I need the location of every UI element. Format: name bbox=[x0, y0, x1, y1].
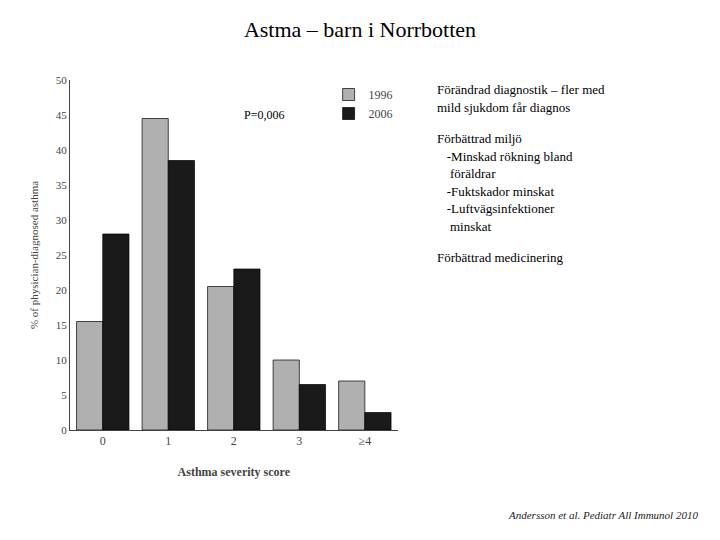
svg-text:30: 30 bbox=[56, 214, 68, 226]
svg-text:-Fuktskador minskat: -Fuktskador minskat bbox=[437, 184, 554, 199]
svg-text:P=0,006: P=0,006 bbox=[244, 108, 284, 122]
svg-text:-Luftvägsinfektioner: -Luftvägsinfektioner bbox=[437, 201, 555, 216]
svg-text:Asthma severity score: Asthma severity score bbox=[178, 465, 291, 479]
svg-text:40: 40 bbox=[56, 144, 68, 156]
svg-text:Astma – barn i Norrbotten: Astma – barn i Norrbotten bbox=[244, 17, 476, 42]
svg-text:föräldrar: föräldrar bbox=[437, 166, 496, 181]
svg-text:% of physician-diagnosed asthm: % of physician-diagnosed asthma bbox=[28, 181, 40, 329]
svg-text:1: 1 bbox=[165, 434, 171, 448]
svg-text:Förbättrad medicinering: Förbättrad medicinering bbox=[437, 250, 563, 265]
svg-text:0: 0 bbox=[61, 424, 67, 436]
svg-text:50: 50 bbox=[56, 74, 68, 86]
svg-text:Andersson et al. Pediatr All I: Andersson et al. Pediatr All Immunol 201… bbox=[508, 509, 698, 521]
svg-text:20: 20 bbox=[56, 284, 68, 296]
svg-text:Förändrad diagnostik – fler me: Förändrad diagnostik – fler med bbox=[437, 82, 605, 97]
svg-text:-Minskad rökning bland: -Minskad rökning bland bbox=[437, 149, 573, 164]
svg-text:35: 35 bbox=[56, 179, 68, 191]
svg-text:0: 0 bbox=[100, 434, 106, 448]
svg-text:Förbättrad miljö: Förbättrad miljö bbox=[437, 131, 522, 146]
svg-text:2: 2 bbox=[231, 434, 237, 448]
svg-text:5: 5 bbox=[61, 389, 67, 401]
svg-text:10: 10 bbox=[56, 354, 68, 366]
svg-text:1996: 1996 bbox=[369, 88, 393, 102]
svg-text:3: 3 bbox=[296, 434, 302, 448]
svg-text:2006: 2006 bbox=[369, 107, 393, 121]
svg-text:25: 25 bbox=[56, 249, 68, 261]
svg-text:15: 15 bbox=[56, 319, 68, 331]
svg-text:mild sjukdom får diagnos: mild sjukdom får diagnos bbox=[437, 100, 570, 115]
svg-text:≥4: ≥4 bbox=[359, 434, 372, 448]
svg-text:45: 45 bbox=[56, 109, 68, 121]
svg-text:minskat: minskat bbox=[437, 219, 492, 234]
